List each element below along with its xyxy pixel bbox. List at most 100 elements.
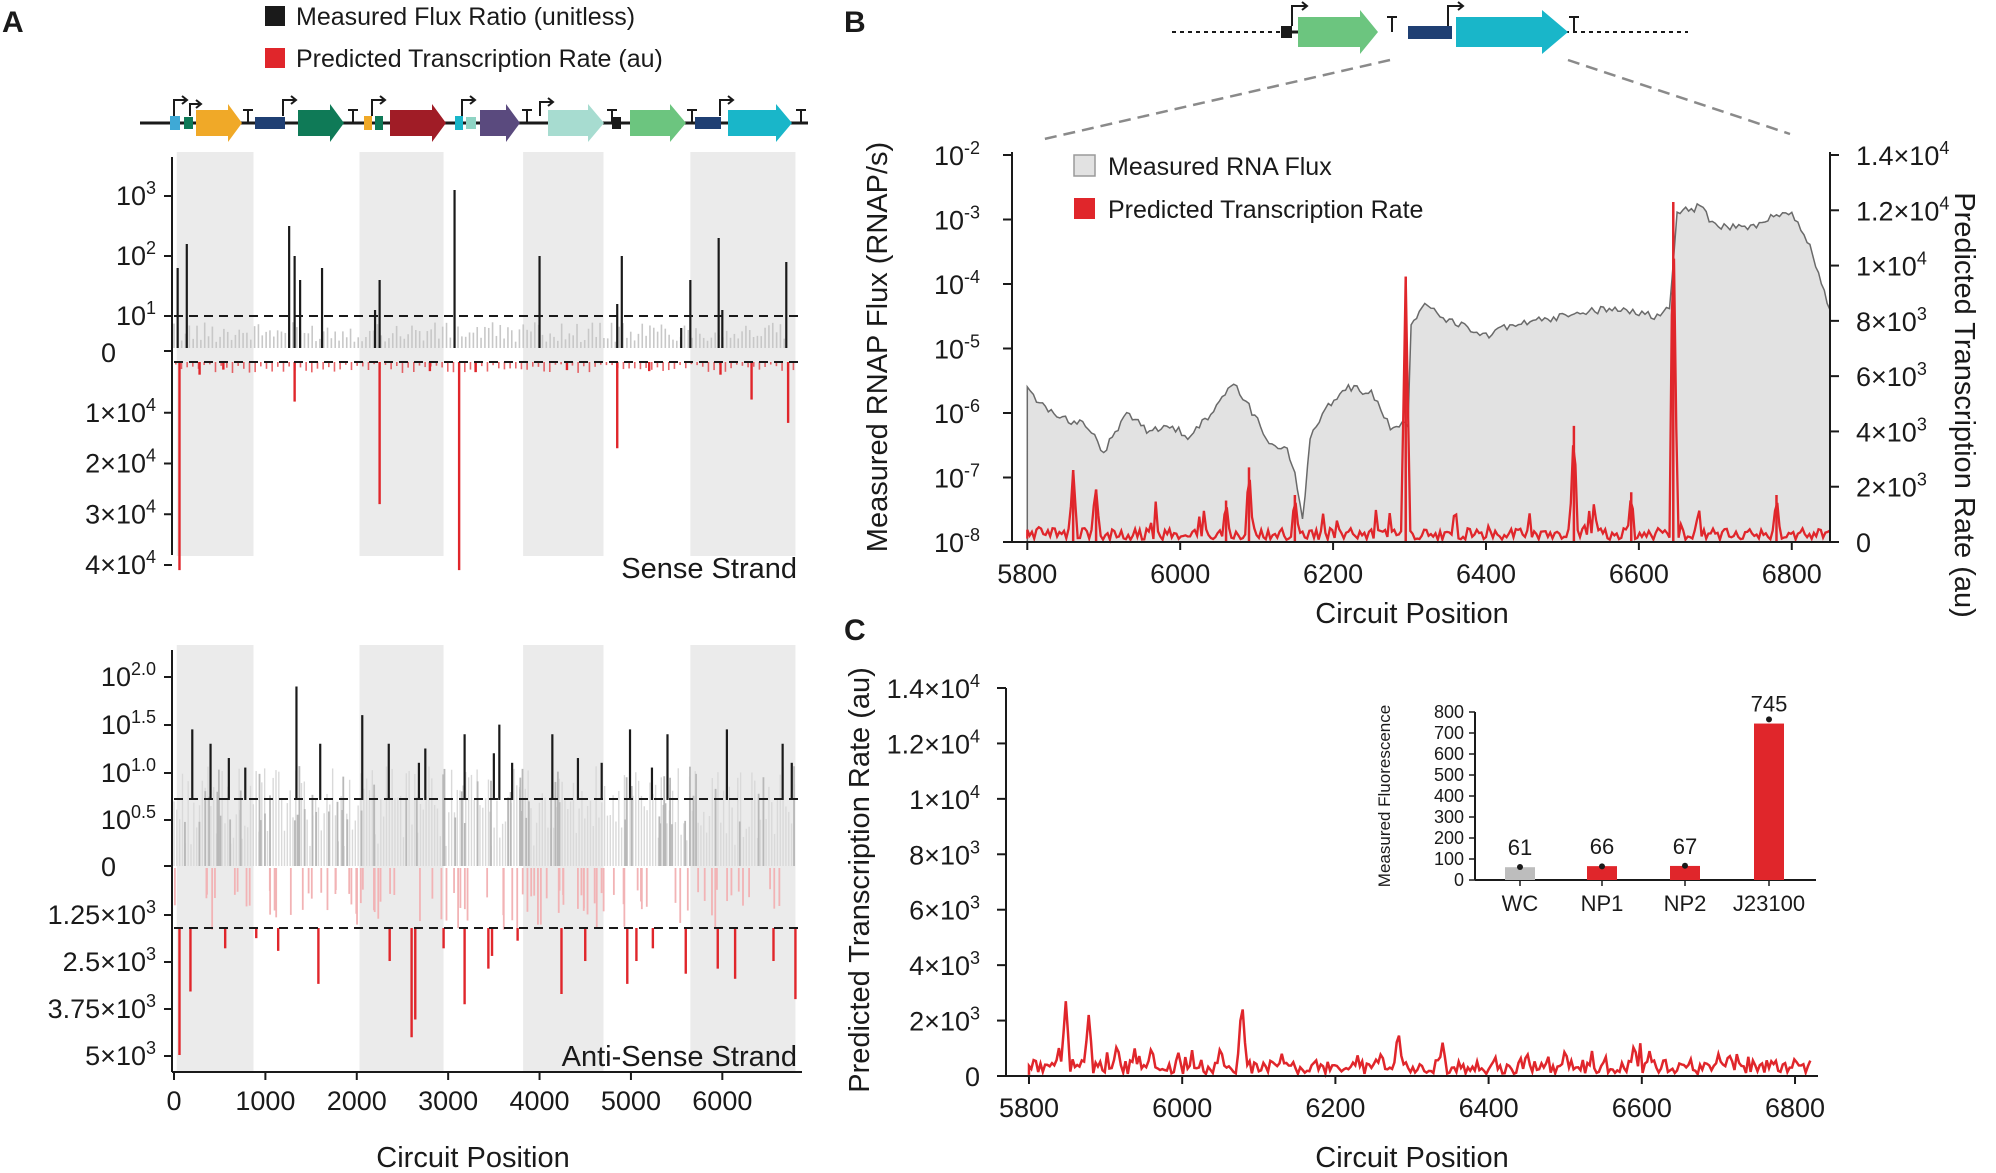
shaded-region: [690, 152, 796, 556]
y2-tick-label-exp: 3: [1917, 304, 1927, 324]
x-tick-label: 1000: [235, 1086, 295, 1116]
shaded-region: [523, 152, 604, 556]
y-tick-label-exp: 4: [970, 671, 980, 691]
x-tick-label: 6000: [692, 1086, 752, 1116]
y-tick-label-exp: 1.0: [131, 755, 156, 775]
inset-y-tick-label: 800: [1434, 702, 1464, 722]
inset-data-point: [1599, 863, 1605, 870]
y-tick-label: 0: [965, 1062, 980, 1092]
y-tick-label-exp: 4: [146, 547, 156, 567]
x-tick-label: 6200: [1305, 1093, 1365, 1123]
x-tick-label: 3000: [418, 1086, 478, 1116]
y-tick-label-base: 10: [934, 141, 964, 171]
shaded-region: [523, 645, 604, 1072]
y-tick-label-zero: 0: [101, 852, 116, 882]
shaded-region: [359, 152, 444, 556]
y2-tick-label-exp: 3: [1917, 470, 1927, 490]
y-axis-title-b: Measured RNAP Flux (RNAP/s): [862, 142, 894, 552]
y-tick-label-exp: 3: [146, 991, 156, 1011]
y-tick-label-base: 5×10: [85, 1041, 146, 1071]
y-tick-label: 101: [116, 298, 156, 331]
y-tick-label: 103: [116, 178, 156, 211]
title-sense-strand: Sense Strand: [621, 553, 797, 585]
x-tick-label: 6400: [1459, 1093, 1519, 1123]
y2-tick-label-base: 1.4×10: [1856, 141, 1939, 171]
shaded-region: [176, 152, 254, 556]
y-tick-label-base: 10: [101, 805, 131, 835]
y2-tick-label-exp: 4: [1917, 249, 1927, 269]
y-tick-label-exp: 2: [146, 238, 156, 258]
inset-value-label: 66: [1590, 834, 1614, 859]
y-tick-label-base: 1.4×10: [887, 674, 970, 704]
y-tick-label: 102.0: [101, 659, 156, 692]
y-tick-label-zero: 0: [101, 338, 116, 368]
y-tick-label: 5×103: [85, 1038, 156, 1071]
inset-bar-j23100: [1754, 723, 1784, 880]
x-tick-label: 6000: [1152, 1093, 1212, 1123]
panel-label-b: B: [844, 6, 866, 39]
y-tick-label-exp: 3: [970, 948, 980, 968]
y-tick-label-exp: 3: [970, 1004, 980, 1024]
y-tick-label: 6×103: [909, 893, 980, 926]
inset-bar-wc: [1505, 867, 1535, 880]
y-tick-label-exp: -6: [964, 396, 980, 416]
y-tick-label-exp: 4: [146, 496, 156, 516]
y-tick-label: 2.5×103: [63, 944, 156, 977]
y-tick-label: 1.4×104: [887, 671, 980, 704]
y-tick-label: 3.75×103: [48, 991, 156, 1024]
y-tick-label-exp: 4: [970, 726, 980, 746]
title-antisense-strand: Anti-Sense Strand: [562, 1041, 797, 1073]
y-tick-label: 1×104: [909, 782, 980, 815]
inset-data-point: [1682, 862, 1688, 869]
y-tick-label-base: 2×10: [909, 1007, 970, 1037]
y-tick-label-exp: 0.5: [131, 802, 156, 822]
legend-label-b-predicted: Predicted Transcription Rate: [1108, 196, 1423, 224]
x-tick-label: 6200: [1303, 559, 1363, 589]
y-tick-label-exp: 3: [146, 944, 156, 964]
y-tick-label-base: 10: [116, 301, 146, 331]
y2-tick-label: 2×103: [1856, 470, 1927, 503]
y-tick-label-base: 10: [101, 662, 131, 692]
inset-value-label: 61: [1508, 835, 1532, 860]
y2-tick-label: 6×103: [1856, 359, 1927, 392]
y2-tick-label-base: 1×10: [1856, 252, 1917, 282]
inset-y-tick-label: 400: [1434, 786, 1464, 806]
y2-tick-label: 1.2×104: [1856, 193, 1949, 226]
inset-category-label: NP1: [1581, 891, 1624, 916]
y2-tick-label-base: 8×10: [1856, 307, 1917, 337]
predicted-transcription-line: [1026, 258, 1831, 544]
y-tick-label-exp: 3: [970, 893, 980, 913]
y2-tick-label-exp: 3: [1917, 359, 1927, 379]
y-tick-label: 2×104: [85, 446, 156, 479]
y-tick-label-exp: 4: [146, 395, 156, 415]
y-tick-label: 2×103: [909, 1004, 980, 1037]
y-axis-title-c: Predicted Transcription Rate (au): [844, 667, 876, 1093]
inset-data-point: [1517, 863, 1523, 870]
genetic-circuit-diagram-b: [1039, 1, 1791, 142]
x-tick-label: 2000: [327, 1086, 387, 1116]
inset-y-tick-label: 700: [1434, 723, 1464, 743]
x-tick-label: 6400: [1456, 559, 1516, 589]
x-axis-title-a: Circuit Position: [376, 1142, 569, 1168]
inset-y-axis-title: Measured Fluorescence: [1375, 705, 1394, 887]
y-tick-label-exp: 1: [146, 298, 156, 318]
inset-y-tick-label: 500: [1434, 765, 1464, 785]
legend-label-b-measured: Measured RNA Flux: [1108, 153, 1332, 181]
x-tick-label: 6000: [1150, 559, 1210, 589]
inset-data-point: [1766, 716, 1772, 723]
y2-axis-title-b: Predicted Transcription Rate (au): [1948, 192, 1980, 618]
y-tick-label-base: 1×10: [85, 398, 146, 428]
legend-label-measured: Measured Flux Ratio (unitless): [296, 3, 635, 31]
y-tick-label: 1×104: [85, 395, 156, 428]
y-tick-label-exp: -3: [964, 203, 980, 223]
y-tick-label-base: 10: [934, 528, 964, 558]
y-tick-label-exp: 4: [970, 782, 980, 802]
predicted-transcription-line: [1027, 1001, 1812, 1079]
plot-c: 1.4×1041.2×1041×1048×1036×1034×1032×1030…: [844, 667, 1825, 1173]
y-tick-label-base: 1×10: [909, 785, 970, 815]
y-tick-label: 100.5: [101, 802, 156, 835]
inset-y-tick-label: 300: [1434, 807, 1464, 827]
